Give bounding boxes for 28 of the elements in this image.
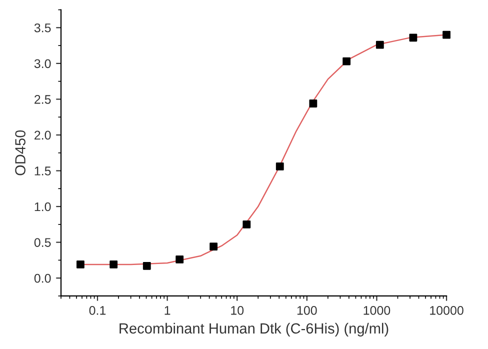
point <box>176 256 184 264</box>
y-tick-label: 3.0 <box>34 59 51 68</box>
y-tick-label: 0.5 <box>34 238 51 247</box>
y-axis-title: OD450 <box>15 130 26 176</box>
y-tick-label: 3.5 <box>34 23 51 32</box>
point <box>376 40 384 49</box>
point <box>309 100 318 108</box>
x-tick-label: 1 <box>164 306 170 315</box>
point <box>110 260 118 268</box>
y-tick-label: 1.0 <box>34 202 51 212</box>
x-tick-label: 10 <box>231 306 244 315</box>
point <box>342 57 351 66</box>
y-tick-label: 1.5 <box>34 166 51 176</box>
y-tick-label: 2.5 <box>34 95 51 104</box>
x-tick-label: 0.1 <box>89 306 106 315</box>
x-tick-label: 1000 <box>364 306 390 315</box>
x-axis-title: Recombinant Human Dtk (C-6His) (ng/ml) <box>120 322 388 336</box>
point <box>242 220 251 228</box>
point <box>76 260 84 268</box>
y-tick-label: 2.0 <box>34 130 51 140</box>
x-tick-label: 100 <box>297 306 317 315</box>
point <box>142 262 151 270</box>
point <box>442 30 450 39</box>
y-tick-label: 0.0 <box>34 274 51 283</box>
point <box>210 242 218 251</box>
point <box>409 34 418 42</box>
x-tick-label: 10000 <box>430 306 464 315</box>
point <box>276 162 284 170</box>
